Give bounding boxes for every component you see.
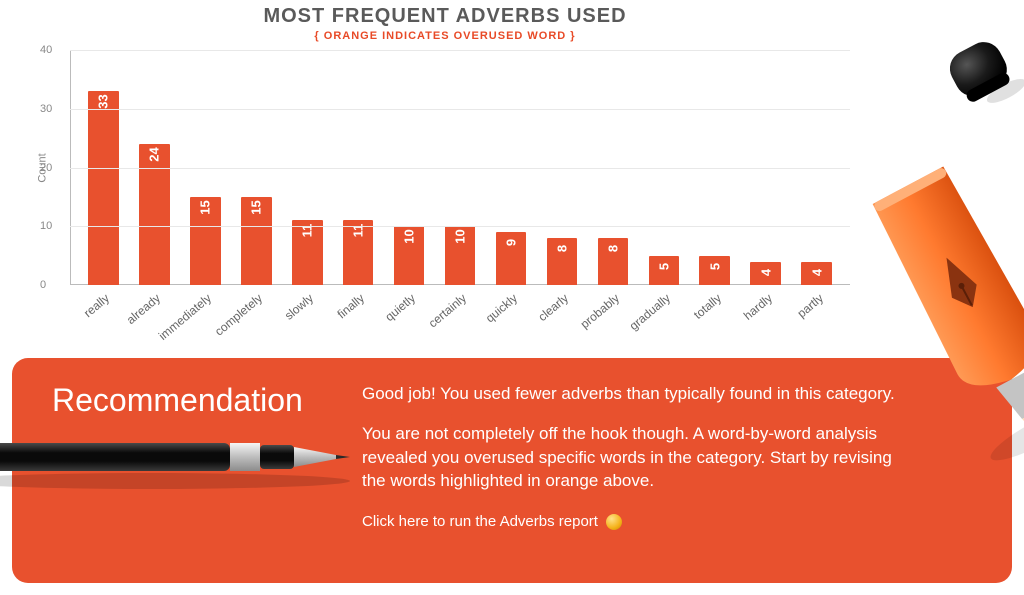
- bar-category-label: really: [81, 291, 112, 320]
- bar-value-label: 5: [656, 263, 671, 270]
- bar: 5: [649, 256, 680, 285]
- recommendation-heading: Recommendation: [52, 382, 362, 419]
- bar-category-label: finally: [335, 291, 368, 321]
- bar-value-label: 4: [758, 268, 773, 275]
- y-tick-label: 40: [40, 44, 52, 56]
- bar-category-label: gradually: [626, 291, 672, 333]
- chart-subtitle: { ORANGE INDICATES OVERUSED WORD }: [20, 30, 870, 42]
- bar-category-label: partly: [794, 291, 825, 321]
- bar-value-label: 8: [605, 245, 620, 252]
- bar-category-label: totally: [691, 291, 724, 322]
- bar-category-label: certainly: [426, 291, 469, 330]
- bar-value-label: 9: [503, 239, 518, 246]
- bar-category-label: quickly: [483, 291, 520, 325]
- recommendation-body: Good job! You used fewer adverbs than ty…: [362, 382, 972, 563]
- bar: 4: [801, 262, 832, 286]
- gridline: [70, 109, 850, 110]
- bar-slot: 4hardly: [740, 262, 791, 286]
- bar-value-label: 4: [809, 268, 824, 275]
- run-report-link[interactable]: Click here to run the Adverbs report: [362, 511, 622, 532]
- bar-category-label: quietly: [383, 291, 419, 324]
- chart-plot: Count 33really24already15immediately15co…: [70, 50, 850, 285]
- bar-slot: 8probably: [587, 238, 638, 285]
- bar-slot: 10quietly: [384, 226, 435, 285]
- bar: 4: [750, 262, 781, 286]
- y-tick-label: 10: [40, 220, 52, 232]
- bar: 11: [292, 220, 323, 285]
- bar-category-label: probably: [578, 291, 622, 331]
- bar-slot: 5totally: [689, 256, 740, 285]
- bar: 15: [241, 197, 272, 285]
- gridline: [70, 226, 850, 227]
- bar-slot: 24already: [129, 144, 180, 285]
- bar-value-label: 15: [249, 200, 264, 214]
- bar-value-label: 8: [554, 245, 569, 252]
- recommendation-paragraph-2: You are not completely off the hook thou…: [362, 422, 912, 493]
- bar-slot: 15completely: [231, 197, 282, 285]
- bar-slot: 10certainly: [435, 226, 486, 285]
- gridline: [70, 168, 850, 169]
- coin-icon: [606, 514, 622, 530]
- bar: 11: [343, 220, 374, 285]
- recommendation-left: Recommendation: [52, 382, 362, 563]
- bar-value-label: 33: [96, 94, 111, 108]
- bar: 10: [394, 226, 425, 285]
- bar-value-label: 15: [198, 200, 213, 214]
- y-tick-label: 0: [40, 279, 46, 291]
- bar-category-label: already: [124, 291, 163, 327]
- bar-value-label: 5: [707, 263, 722, 270]
- highlighter-cap-graphic: [919, 11, 1024, 135]
- bar-slot: 8clearly: [536, 238, 587, 285]
- bar: 8: [598, 238, 629, 285]
- recommendation-panel: Recommendation Good job! You used fewer …: [12, 358, 1012, 583]
- bar-category-label: clearly: [535, 291, 571, 324]
- bar-category-label: immediately: [156, 291, 214, 343]
- bar: 33: [88, 91, 119, 285]
- bar-category-label: hardly: [741, 291, 775, 323]
- bar-value-label: 10: [402, 230, 417, 244]
- bar-slot: 11slowly: [282, 220, 333, 285]
- bar: 24: [139, 144, 170, 285]
- bar: 15: [190, 197, 221, 285]
- bar-category-label: completely: [212, 291, 265, 339]
- chart-title: MOST FREQUENT ADVERBS USED: [20, 5, 870, 28]
- bar: 10: [445, 226, 476, 285]
- bar-slot: 5gradually: [638, 256, 689, 285]
- y-tick-label: 20: [40, 162, 52, 174]
- bar: 8: [547, 238, 578, 285]
- chart-container: MOST FREQUENT ADVERBS USED { ORANGE INDI…: [20, 5, 870, 285]
- bar-slot: 4partly: [791, 262, 842, 286]
- bar-slot: 9quickly: [486, 232, 537, 285]
- bar-slot: 11finally: [333, 220, 384, 285]
- bar: 5: [699, 256, 730, 285]
- run-report-link-text: Click here to run the Adverbs report: [362, 511, 598, 532]
- bar-slot: 15immediately: [180, 197, 231, 285]
- bar-category-label: slowly: [282, 291, 316, 323]
- bar-slot: 33really: [78, 91, 129, 285]
- y-tick-label: 30: [40, 103, 52, 115]
- bar-value-label: 10: [453, 230, 468, 244]
- bar: 9: [496, 232, 527, 285]
- bar-value-label: 24: [147, 147, 162, 161]
- gridline: [70, 50, 850, 51]
- recommendation-paragraph-1: Good job! You used fewer adverbs than ty…: [362, 382, 912, 406]
